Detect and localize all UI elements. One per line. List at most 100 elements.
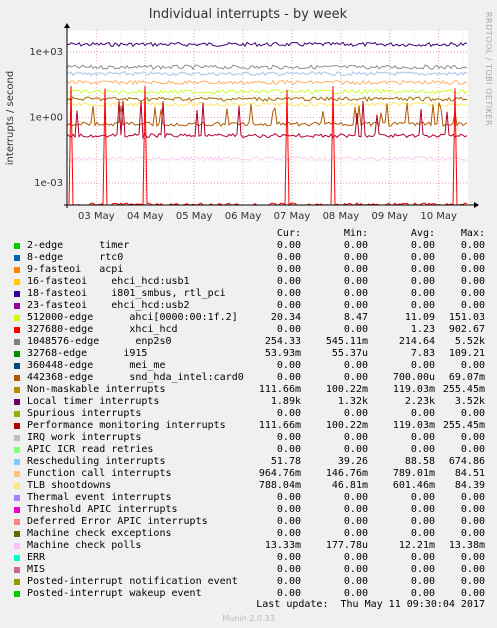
legend-max-value: 69.07m: [448, 372, 485, 383]
legend-swatch: [14, 507, 20, 513]
legend-cur-value: 0.00: [276, 504, 301, 515]
legend-label: 327680-edge xhci_hcd: [27, 324, 178, 335]
legend-row: 2-edge timer 0.00 0.00 0.00 0.00: [0, 240, 497, 252]
legend-min-value: 0.00: [343, 240, 368, 251]
legend-avg-value: 0.00: [410, 408, 435, 419]
legend-avg-value: 0.00: [410, 504, 435, 515]
legend-cur-value: 0.00: [276, 252, 301, 263]
legend-cur-value: 0.00: [276, 564, 301, 575]
legend-min-value: 0.00: [343, 516, 368, 527]
legend-label: 442368-edge snd_hda_intel:card0: [27, 372, 244, 383]
y-tick-label: 1e+03: [29, 47, 63, 58]
legend-min-value: 39.26: [337, 456, 368, 467]
legend-row: Posted-interrupt wakeup event 0.00 0.00 0.0…: [0, 588, 497, 600]
legend-swatch: [14, 435, 20, 441]
series-line: [66, 71, 468, 77]
legend-avg-value: 1.23: [410, 324, 435, 335]
legend-min-value: 0.00: [343, 528, 368, 539]
x-tick-label: 05 May: [176, 211, 213, 222]
legend-avg-value: 2.23k: [404, 396, 435, 407]
legend-swatch: [14, 375, 20, 381]
legend-avg-value: 0.00: [410, 264, 435, 275]
legend-max-value: 84.39: [454, 480, 485, 491]
legend-label: 512000-edge ahci[0000:00:1f.2]: [27, 312, 238, 323]
legend-swatch: [14, 579, 20, 585]
legend-label: Performance monitoring interrupts: [27, 420, 226, 431]
legend-avg-value: 0.00: [410, 432, 435, 443]
series-line: [66, 101, 468, 108]
legend-avg-value: 0.00: [410, 588, 435, 599]
legend-cur-value: 0.00: [276, 492, 301, 503]
legend-header: Cur: Min: Avg: Max:: [0, 228, 497, 240]
legend-min-value: 55.37u: [331, 348, 368, 359]
legend-row: 16-fasteoi ehci_hcd:usb1 0.00 0.00 0.00 0.00: [0, 276, 497, 288]
legend-avg-value: 789.01m: [392, 468, 435, 479]
legend-avg-value: 0.00: [410, 276, 435, 287]
legend-min-value: 46.81m: [331, 480, 368, 491]
legend-swatch: [14, 303, 20, 309]
rrdtool-credit: RRDTOOL / TOBI OETIKER: [484, 12, 493, 126]
legend-label: 16-fasteoi ehci_hcd:usb1: [27, 276, 190, 287]
legend-min-value: 0.00: [343, 576, 368, 587]
legend-row: 442368-edge snd_hda_intel:card0 0.00 0.00 7…: [0, 372, 497, 384]
legend-label: MIS: [27, 564, 46, 575]
x-tick-label: 06 May: [225, 211, 262, 222]
legend-row: 8-edge rtc0 0.00 0.00 0.00 0.00: [0, 252, 497, 264]
legend-cur-value: 0.00: [276, 300, 301, 311]
legend-cur-value: 53.93m: [264, 348, 301, 359]
legend-swatch: [14, 591, 20, 597]
x-axis-arrow: [474, 202, 479, 208]
legend-row: 32768-edge i915 53.93m 55.37u 7.83 109.21: [0, 348, 497, 360]
legend-label: Spurious interrupts: [27, 408, 142, 419]
legend-min-value: 0.00: [343, 588, 368, 599]
series-line: [66, 79, 468, 86]
last-update: Last update: Thu May 11 09:30:04 2017: [256, 599, 485, 610]
legend-cur-value: 111.66m: [258, 384, 301, 395]
legend-cur-value: 0.00: [276, 408, 301, 419]
legend-min-value: 0.00: [343, 444, 368, 455]
legend-row: IRQ work interrupts 0.00 0.00 0.00 0.00: [0, 432, 497, 444]
x-tick-label: 03 May: [78, 211, 115, 222]
legend-cur-value: 0.00: [276, 576, 301, 587]
x-tick-label: 08 May: [323, 211, 360, 222]
legend-row: TLB shootdowns 788.04m 46.81m 601.46m 84.39: [0, 480, 497, 492]
series-line: [66, 100, 468, 140]
legend-cur-value: 0.00: [276, 552, 301, 563]
legend-label: Posted-interrupt wakeup event: [27, 588, 202, 599]
legend-cur-value: 0.00: [276, 360, 301, 371]
legend-min-value: 0.00: [343, 408, 368, 419]
legend-max-value: 902.67: [448, 324, 485, 335]
legend-swatch: [14, 423, 20, 429]
legend-min-value: 0.00: [343, 492, 368, 503]
legend-row: 9-fasteoi acpi 0.00 0.00 0.00 0.00: [0, 264, 497, 276]
y-ticks: 1e+03 1e+00 1e-03: [29, 47, 63, 189]
legend-row: Rescheduling interrupts 51.78 39.26 88.58 67…: [0, 456, 497, 468]
legend-min-value: 0.00: [343, 252, 368, 263]
legend-avg-value: 0.00: [410, 252, 435, 263]
legend-cur-value: 0.00: [276, 288, 301, 299]
legend-cur-value: 0.00: [276, 264, 301, 275]
legend-max-value: 0.00: [460, 576, 485, 587]
legend-cur-value: 0.00: [276, 528, 301, 539]
legend-swatch: [14, 543, 20, 549]
legend-cur-value: 254.33: [264, 336, 301, 347]
legend-label: Rescheduling interrupts: [27, 456, 166, 467]
legend: Cur: Min: Avg: Max: 2-edge timer 0.00 0.00…: [0, 228, 497, 600]
legend-label: 23-fasteoi ehci_hcd:usb2: [27, 300, 190, 311]
legend-row: Machine check exceptions 0.00 0.00 0.00 0.00: [0, 528, 497, 540]
legend-min-value: 0.00: [343, 264, 368, 275]
legend-row: Threshold APIC interrupts 0.00 0.00 0.00 0.0…: [0, 504, 497, 516]
legend-max-value: 0.00: [460, 504, 485, 515]
legend-min-value: 0.00: [343, 360, 368, 371]
legend-avg-value: 119.03m: [392, 384, 435, 395]
legend-max-value: 255.45m: [442, 420, 485, 431]
legend-swatch: [14, 495, 20, 501]
legend-min-value: 100.22m: [325, 384, 368, 395]
legend-label: Machine check exceptions: [27, 528, 172, 539]
legend-max-value: 255.45m: [442, 384, 485, 395]
legend-cur-value: 0.00: [276, 276, 301, 287]
legend-label: ERR: [27, 552, 46, 563]
legend-row: Performance monitoring interrupts 111.66m…: [0, 420, 497, 432]
legend-label: 8-edge rtc0: [27, 252, 124, 263]
legend-avg-value: 11.09: [404, 312, 435, 323]
